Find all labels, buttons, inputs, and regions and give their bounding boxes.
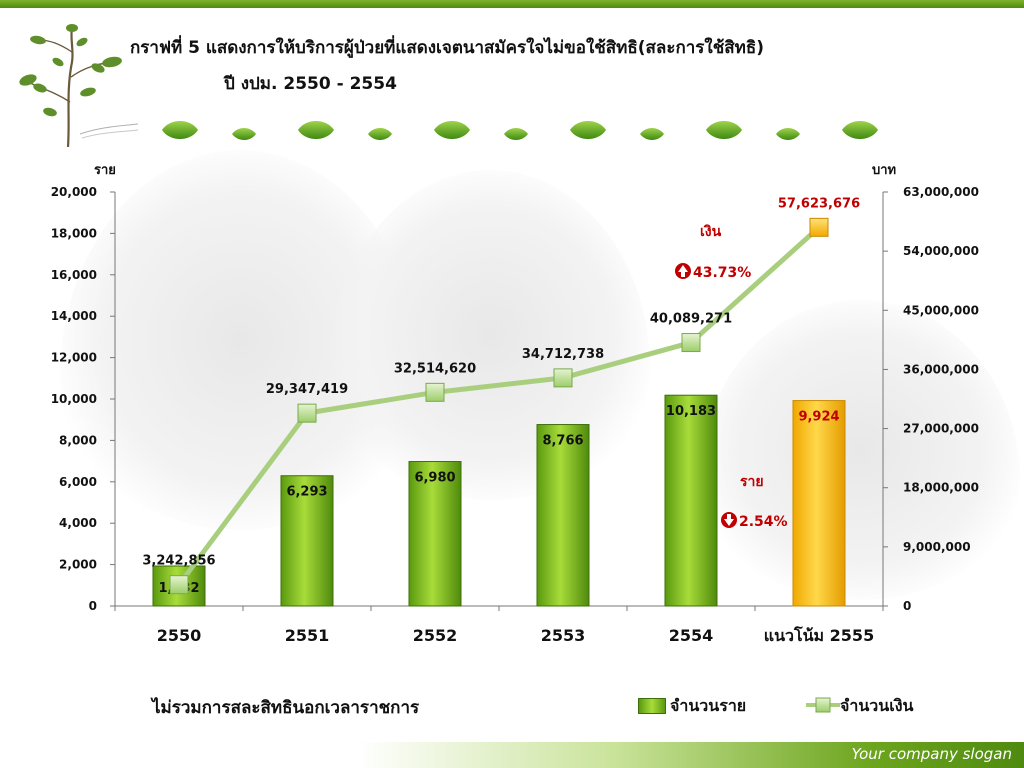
legend-bar-swatch [638, 698, 666, 714]
line-value-label: 34,712,738 [522, 347, 604, 362]
bar [280, 475, 334, 607]
left-tick-label: 8,000 [59, 433, 97, 447]
combo-chart: ราย บาท 0 2,000 4,000 6,000 8,000 10,000 12,00… [51, 163, 979, 645]
bar-value-label: 8,766 [542, 434, 583, 449]
right-tick-label: 36,000,000 [903, 362, 979, 376]
left-tick-label: 6,000 [59, 475, 97, 489]
background-leaf-right [700, 300, 1020, 600]
left-tick-label: 16,000 [51, 268, 97, 282]
down-arrow-icon [721, 512, 737, 528]
bar [536, 424, 590, 607]
legend-label-amount: จำนวนเงิน [840, 696, 914, 715]
right-tick-label: 63,000,000 [903, 185, 979, 199]
footer-bar [0, 742, 1024, 768]
left-tick-label: 10,000 [51, 392, 97, 406]
right-axis-ticks: 0 9,000,000 18,000,000 27,000,000 36,000,000… [883, 185, 979, 613]
line-value-labels: 3,242,856 29,347,419 32,514,620 34,712,738 4… [142, 196, 860, 568]
x-tick-label: 2554 [669, 626, 714, 645]
right-tick-label: 18,000,000 [903, 481, 979, 495]
line-value-label: 40,089,271 [650, 312, 732, 327]
left-tick-label: 14,000 [51, 309, 97, 323]
line-value-label: 32,514,620 [394, 361, 476, 376]
line-value-label: 29,347,419 [266, 382, 348, 397]
x-tick-label: 2553 [541, 626, 586, 645]
x-tick-label: แนวโน้ม 2555 [764, 625, 874, 645]
line-point [169, 575, 189, 595]
bar-value-label: 6,293 [286, 485, 327, 500]
line-point [297, 403, 317, 423]
x-tick-label: 2550 [157, 626, 202, 645]
bar [408, 461, 462, 607]
amount-line [176, 225, 821, 587]
bar-series [152, 394, 846, 607]
line-point [553, 368, 573, 388]
x-tick-label: 2552 [413, 626, 458, 645]
decorative-leaf-row [162, 121, 878, 140]
line-point [809, 217, 829, 237]
left-tick-label: 18,000 [51, 226, 97, 240]
bar-value-label: 6,980 [414, 471, 455, 486]
right-tick-label: 9,000,000 [903, 540, 971, 554]
line-point [425, 382, 445, 402]
line-series [169, 217, 829, 595]
right-tick-label: 27,000,000 [903, 422, 979, 436]
right-tick-label: 54,000,000 [903, 244, 979, 258]
x-tick-label: 2551 [285, 626, 330, 645]
right-axis-label: บาท [872, 163, 896, 178]
left-axis-ticks: 0 2,000 4,000 6,000 8,000 10,000 12,000 14,000 1… [51, 185, 115, 613]
right-tick-label: 0 [903, 599, 911, 613]
up-arrow-icon [675, 263, 691, 279]
bar [792, 400, 846, 607]
left-axis-label: ราย [94, 163, 116, 178]
right-tick-label: 45,000,000 [903, 303, 979, 317]
left-tick-label: 20,000 [51, 185, 97, 199]
line-value-label: 3,242,856 [142, 554, 215, 569]
line-value-label: 57,623,676 [778, 196, 860, 211]
bar-value-label: 10,183 [666, 404, 716, 419]
money-change-value: 43.73% [693, 265, 751, 281]
money-annotation-label: เงิน [700, 224, 722, 240]
bar-value-label: 9,924 [798, 410, 839, 425]
chart-footnote: ไม่รวมการสละสิทธินอกเวลาราชการ [152, 698, 420, 718]
chart-subtitle: ปี งปม. 2550 - 2554 [224, 74, 397, 94]
line-point [681, 333, 701, 353]
legend-line-swatch [806, 697, 840, 713]
background-leaf-center [330, 170, 650, 500]
count-change-value: 2.54% [739, 514, 788, 530]
bar [664, 394, 718, 607]
legend-label-count: จำนวนราย [670, 696, 747, 715]
left-tick-label: 2,000 [59, 558, 97, 572]
left-tick-label: 12,000 [51, 351, 97, 365]
plant-logo [19, 24, 139, 147]
left-tick-label: 0 [89, 599, 97, 613]
top-accent-bar [0, 0, 1024, 8]
left-tick-label: 4,000 [59, 516, 97, 530]
count-annotation-label: ราย [740, 474, 764, 490]
company-slogan: Your company slogan [851, 745, 1012, 763]
chart-title: กราฟที่ 5 แสดงการให้บริการผู้ป่วยที่แสดง… [130, 38, 764, 58]
x-axis-ticks: 2550 2551 2552 2553 2554 แนวโน้ม 2555 [114, 606, 884, 645]
